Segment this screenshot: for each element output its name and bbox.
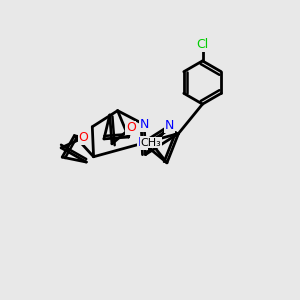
Text: N: N	[138, 136, 147, 149]
Text: Cl: Cl	[196, 38, 208, 51]
Text: N: N	[140, 118, 149, 131]
Text: CH₃: CH₃	[141, 138, 161, 148]
Text: N: N	[164, 119, 174, 132]
Text: O: O	[79, 131, 88, 144]
Text: O: O	[126, 122, 136, 134]
